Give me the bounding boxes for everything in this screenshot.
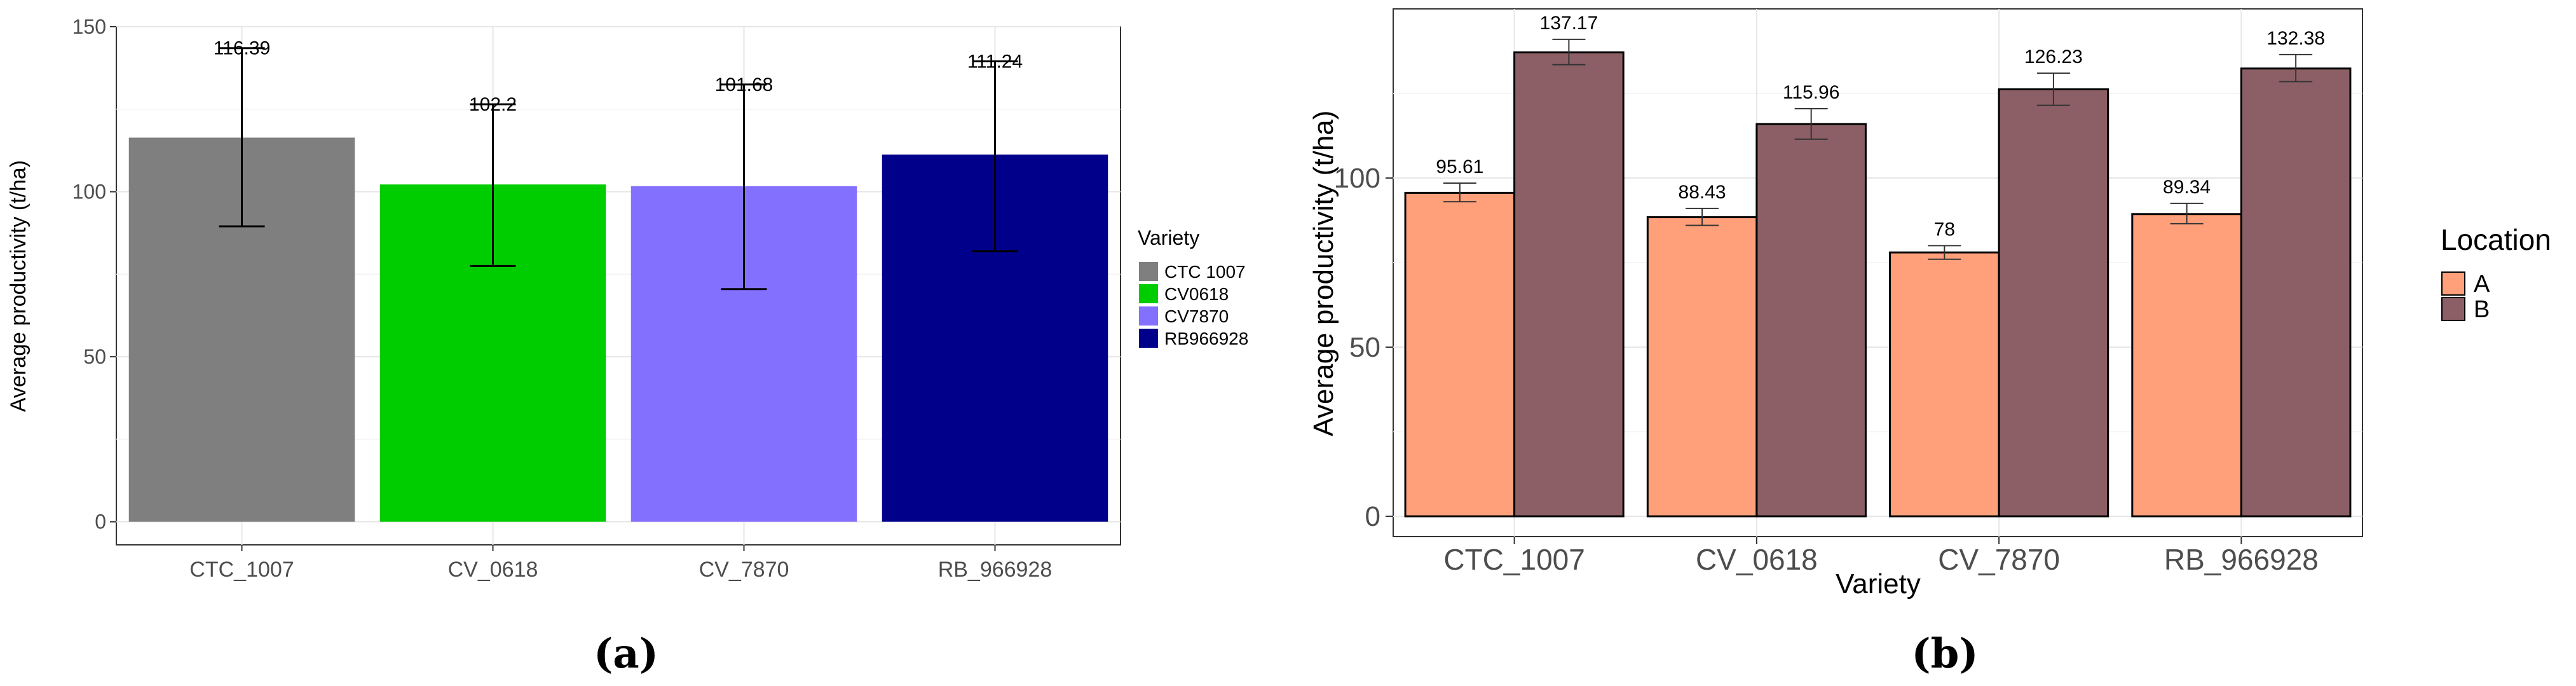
- value-label-cv-7870-a: 78: [1934, 219, 1955, 240]
- legend-swatch-a: [2441, 271, 2465, 296]
- legend-swatch-cv7870: [1139, 306, 1158, 326]
- panel-a-legend-title: Variety: [1138, 226, 1199, 249]
- y-tick-label: 50: [83, 345, 106, 368]
- panel-a-caption-label: (a): [594, 630, 658, 678]
- value-label-cv-0618-a: 88.43: [1679, 182, 1726, 203]
- legend-label-cv0618: CV0618: [1164, 284, 1229, 304]
- y-tick-label: 100: [1334, 163, 1380, 194]
- legend-swatch-cv0618: [1139, 284, 1158, 303]
- legend-swatch-rb966928: [1139, 329, 1158, 348]
- panel-a-y-axis-label: Average productivity (t/ha): [6, 160, 31, 412]
- panel-a-error-bars: [219, 47, 1018, 291]
- bar-cv-0618-a: [1646, 216, 1758, 518]
- panel-a-y-ticks: 0 50 100 150: [72, 15, 116, 533]
- value-label-rb-966928: 111.24: [967, 51, 1023, 72]
- panel-b-legend-title: Location: [2441, 223, 2551, 256]
- panel-b-bars: [1404, 51, 2352, 518]
- value-label-cv-0618-b: 115.96: [1783, 82, 1840, 103]
- value-label-ctc-1007-a: 95.61: [1436, 156, 1483, 177]
- x-tick-label-cv-7870: CV_7870: [699, 558, 789, 582]
- panel-b-y-ticks: 0 50 100: [1334, 163, 1393, 532]
- y-tick-label: 0: [1365, 501, 1380, 532]
- x-tick-label-cv-0618: CV_0618: [1696, 543, 1818, 576]
- panel-b-x-axis-label: Variety: [1836, 568, 1921, 600]
- value-label-ctc-1007-b: 137.17: [1540, 13, 1598, 34]
- panel-a-x-ticks: CTC_1007 CV_0618 CV_7870 RB_966928: [189, 545, 1052, 582]
- panel-b-caption-label: (b): [1911, 630, 1978, 678]
- legend-swatch-ctc-1007: [1139, 262, 1158, 281]
- value-label-cv-0618: 102.2: [469, 94, 517, 115]
- bar-rb-966928-b: [2240, 67, 2352, 518]
- panel-b-legend: Location AB: [2441, 223, 2551, 323]
- value-label-rb-966928-a: 89.34: [2163, 177, 2211, 198]
- x-tick-label-cv-0618: CV_0618: [448, 558, 538, 582]
- panel-b-error-bars: [1443, 38, 2313, 260]
- bar-rb-966928-a: [2131, 213, 2242, 518]
- x-tick-label-ctc-1007: CTC_1007: [189, 558, 294, 582]
- panel-b-x-ticks: CTC_1007 CV_0618 CV_7870 RB_966928: [1443, 537, 2319, 576]
- bar-cv-0618-b: [1755, 123, 1867, 518]
- panel-b-y-axis-label: Average productivity (t/ha): [1308, 111, 1339, 437]
- value-label-ctc-1007: 116.39: [214, 38, 271, 59]
- x-tick-label-rb-966928: RB_966928: [938, 558, 1053, 582]
- panel-b-value-labels: 95.61 137.17 88.43 115.96 78 126.23 89.34 132.3…: [1436, 13, 2325, 240]
- legend-label-b: B: [2474, 296, 2490, 323]
- bar-cv-7870-b: [1998, 88, 2109, 518]
- legend-label-a: A: [2474, 271, 2490, 298]
- y-tick-label: 100: [72, 181, 106, 203]
- legend-label-rb966928: RB966928: [1164, 329, 1248, 348]
- value-label-rb-966928-b: 132.38: [2266, 28, 2325, 49]
- panel-a-value-labels: 116.39 102.2 101.68 111.24: [214, 38, 1023, 115]
- x-tick-label-cv-7870: CV_7870: [1938, 543, 2060, 576]
- x-tick-label-ctc-1007: CTC_1007: [1443, 543, 1584, 576]
- bar-ctc-1007-b: [1513, 51, 1625, 518]
- bar-cv-7870-a: [1889, 251, 2000, 518]
- x-tick-label-rb-966928: RB_966928: [2164, 543, 2319, 576]
- y-tick-label: 0: [95, 511, 106, 533]
- y-tick-label: 50: [1349, 332, 1380, 363]
- value-label-cv-7870: 101.68: [715, 74, 773, 95]
- legend-label-ctc-1007: CTC 1007: [1164, 262, 1246, 282]
- y-tick-label: 150: [72, 15, 106, 38]
- bar-ctc-1007-a: [1404, 191, 1516, 518]
- panel-a: 116.39 102.2 101.68 111.24 0 50 100 150 CTC_10…: [6, 15, 1248, 678]
- legend-label-cv7870: CV7870: [1164, 306, 1229, 326]
- legend-swatch-b: [2441, 297, 2465, 321]
- value-label-cv-7870-b: 126.23: [2024, 46, 2083, 67]
- panel-b: 95.61 137.17 88.43 115.96 78 126.23 89.34 132.3…: [1308, 8, 2551, 678]
